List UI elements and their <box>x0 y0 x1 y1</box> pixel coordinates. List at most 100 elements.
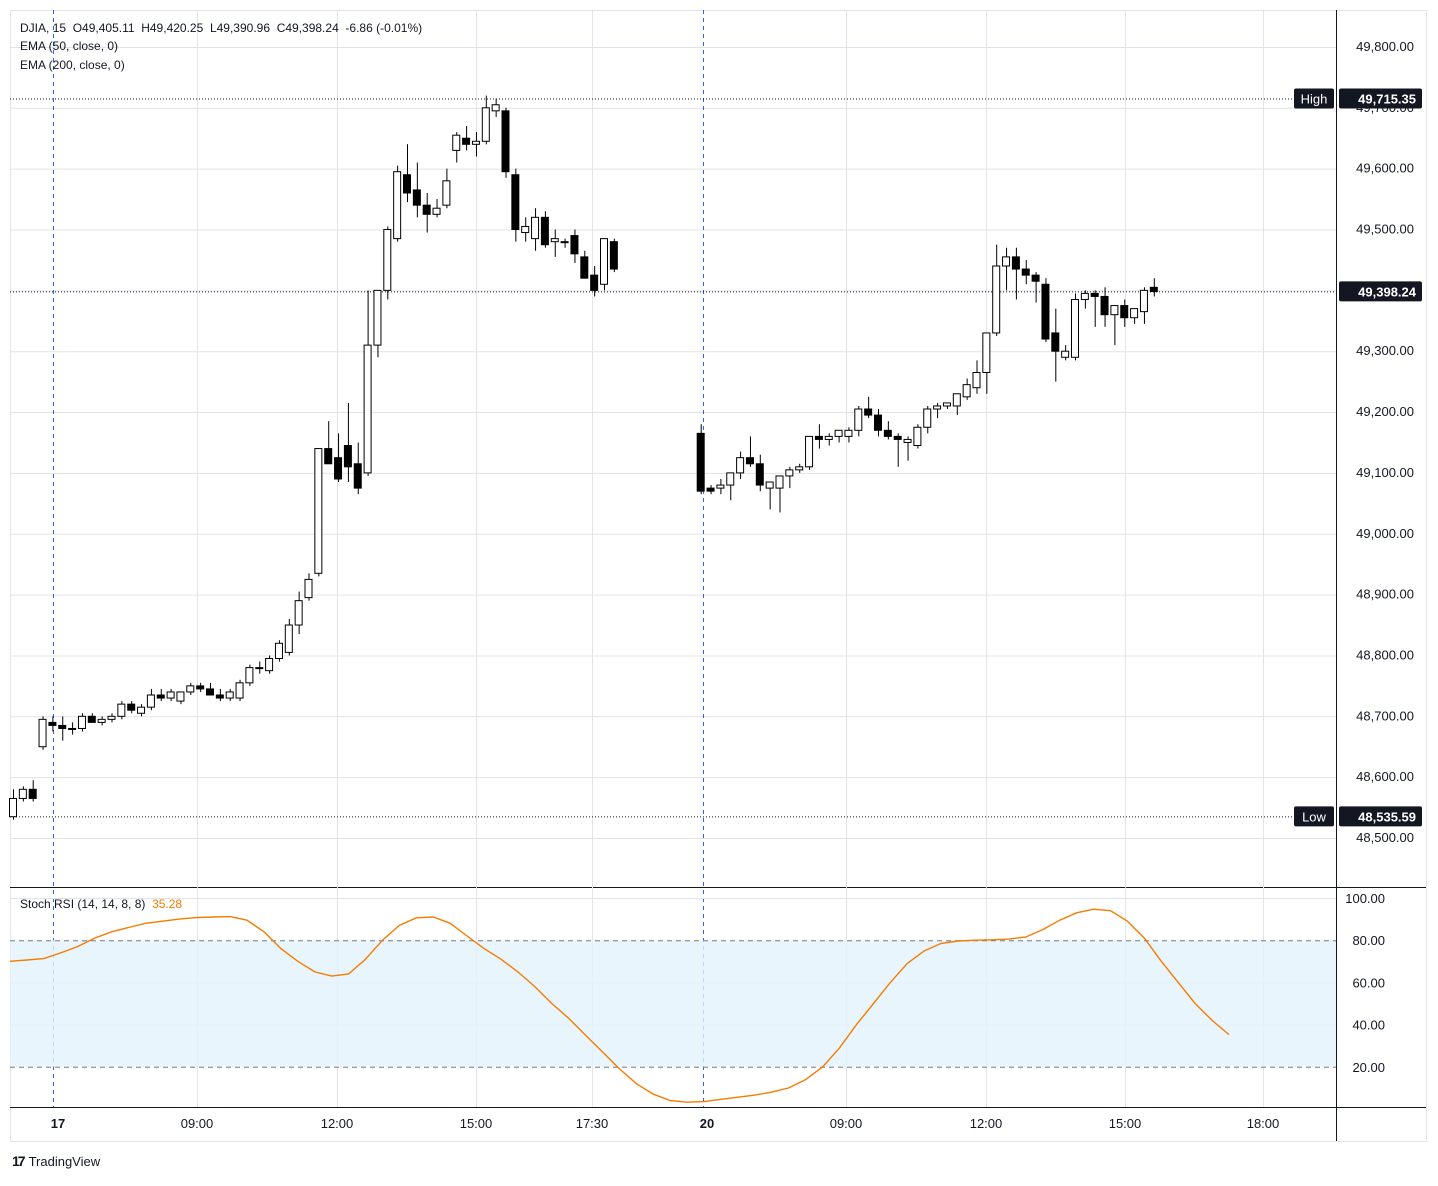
candle-body <box>982 332 991 373</box>
candle-body <box>1149 286 1158 293</box>
x-axis-labels: 17 09:00 12:00 15:00 17:30 20 09:00 12:00 15:00 1… <box>51 1116 1280 1131</box>
high-badge-label: High <box>1301 91 1328 106</box>
candle-body <box>1130 308 1139 319</box>
price-tick-label: 49,200.00 <box>1356 404 1414 419</box>
candle-body <box>736 457 745 474</box>
candle-body <box>176 691 185 702</box>
legend-ema-200[interactable]: EMA (200, close, 0) <box>20 58 125 72</box>
candle-body <box>696 432 705 492</box>
candle-body <box>353 463 362 489</box>
time-tick-label: 12:00 <box>321 1116 354 1131</box>
candle-body <box>383 229 392 291</box>
stoch-tick-label: 40.00 <box>1352 1018 1385 1033</box>
stoch-line <box>9 908 1230 1103</box>
time-tick-label: 09:00 <box>830 1116 863 1131</box>
candle-body <box>1139 289 1148 313</box>
brand-name: TradingView <box>28 1153 101 1169</box>
candle-body <box>28 788 37 799</box>
candle-body <box>1041 283 1050 340</box>
time-tick-label: 09:00 <box>181 1116 214 1131</box>
candle-body <box>521 225 530 234</box>
candle-body <box>1061 350 1070 358</box>
candle-body <box>373 289 382 346</box>
price-tick-label: 49,500.00 <box>1356 222 1414 237</box>
candle-body <box>146 694 155 708</box>
candle-body <box>107 715 116 720</box>
legend-ema-50[interactable]: EMA (50, close, 0) <box>20 39 119 53</box>
stoch-rsi-line <box>9 908 1230 1103</box>
candle-body <box>726 472 735 486</box>
stoch-tick-label: 80.00 <box>1352 933 1385 948</box>
grid <box>10 10 1336 1107</box>
candle-body <box>501 110 510 173</box>
candle-body <box>550 238 559 243</box>
candle-body <box>814 435 823 440</box>
candle-body <box>225 691 234 699</box>
price-tick-label: 49,000.00 <box>1356 526 1414 541</box>
candle-body <box>1002 256 1011 267</box>
candle-body <box>511 174 520 230</box>
candle-body <box>805 435 814 468</box>
price-tick-label: 48,900.00 <box>1356 587 1414 602</box>
candle-body <box>294 600 303 626</box>
y-axis-labels: 49,800.0049,700.0049,600.0049,500.0049,4… <box>1345 39 1414 1075</box>
candle-body <box>1021 268 1030 276</box>
candle-body <box>834 429 843 437</box>
candle-body <box>609 241 618 270</box>
outer-border <box>10 10 1427 1142</box>
legend-interval: 15 <box>52 21 67 35</box>
candle-body <box>854 408 863 431</box>
candle-body <box>432 207 441 215</box>
candle-body <box>137 706 146 714</box>
candle-body <box>1071 298 1079 358</box>
candle-body <box>215 694 224 699</box>
candle-body <box>343 445 352 468</box>
candle-body <box>304 578 313 599</box>
legend-open: O49,405.11 <box>72 21 135 35</box>
candle-body <box>1100 295 1109 316</box>
candle-body <box>18 788 27 799</box>
candle-body <box>206 688 214 696</box>
candle-body <box>972 371 981 389</box>
candle-body <box>580 256 589 279</box>
price-tick-label: 49,800.00 <box>1356 39 1414 54</box>
candle-body <box>442 180 451 206</box>
time-tick-label: 12:00 <box>970 1116 1003 1131</box>
low-badge-label: Low <box>1302 809 1326 824</box>
time-tick-label: 17 <box>51 1116 65 1131</box>
candle-body <box>540 216 549 246</box>
candle-body <box>471 140 480 145</box>
legend-ohlc: DJIA, 15 O49,405.11 H49,420.25 L49,390.9… <box>20 21 423 35</box>
stoch-value: 35.28 <box>152 897 183 911</box>
candles <box>9 95 1158 820</box>
candle-body <box>314 448 323 574</box>
legend-symbol: DJIA <box>20 21 47 35</box>
candle-body <box>1031 274 1040 282</box>
high-badge-value: 49,715.35 <box>1358 91 1416 106</box>
stoch-label: Stoch RSI (14, 14, 8, 8) <box>20 897 146 911</box>
candle-body <box>117 703 126 717</box>
stoch-tick-label: 100.00 <box>1345 891 1385 906</box>
candle-body <box>923 408 932 428</box>
candle-body <box>68 727 77 730</box>
low-badge-value-bg <box>1339 806 1422 827</box>
price-tick-label: 48,500.00 <box>1356 830 1414 845</box>
candle-body <box>58 724 67 729</box>
price-tick-label: 49,100.00 <box>1356 465 1414 480</box>
candle-body <box>844 429 853 437</box>
tradingview-logo[interactable]: 17 TradingView <box>12 1153 100 1169</box>
candle-body <box>893 435 902 440</box>
candle-body <box>324 448 333 465</box>
stoch-band-fill <box>10 940 1336 1067</box>
candle-body <box>274 642 283 659</box>
candle-body <box>992 265 1001 334</box>
tradingview-logo-icon: 17 <box>12 1153 26 1169</box>
candle-body <box>765 481 774 489</box>
candle-body <box>97 718 106 723</box>
legend-stoch-rsi[interactable]: Stoch RSI (14, 14, 8, 8) 35.28 <box>20 897 182 911</box>
candle-body <box>412 189 421 206</box>
candle-body <box>452 134 461 151</box>
candle-body <box>874 414 882 431</box>
time-tick-label: 20 <box>700 1116 714 1131</box>
